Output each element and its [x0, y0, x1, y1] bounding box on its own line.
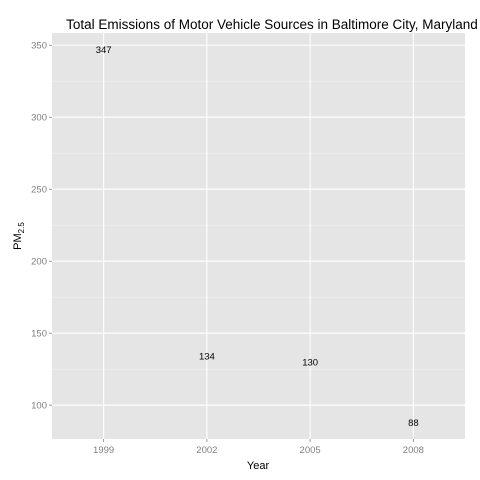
data-label: 134	[199, 352, 215, 363]
y-axis-ticks: 100 150 200 250 300 350	[31, 41, 52, 411]
y-tick-label: 100	[31, 400, 47, 411]
x-tick-label: 2008	[403, 445, 424, 456]
data-label: 88	[408, 418, 419, 429]
y-axis-title: PM2.5	[12, 222, 26, 250]
minor-gridlines	[52, 80, 465, 370]
chart-title: Total Emissions of Motor Vehicle Sources…	[66, 17, 478, 32]
x-axis-title: Year	[247, 460, 270, 472]
data-label: 347	[96, 45, 112, 56]
y-axis-title-subscript: 2.5	[17, 222, 26, 234]
y-tick-label: 300	[31, 113, 47, 124]
x-tick-label: 2002	[196, 445, 217, 456]
x-axis-ticks: 1999 2002 2005 2008	[93, 439, 424, 456]
x-tick-label: 2005	[300, 445, 321, 456]
y-tick-label: 150	[31, 328, 47, 339]
data-label: 130	[302, 357, 318, 368]
major-gridlines	[52, 33, 465, 439]
plot-panel	[52, 33, 465, 439]
y-tick-label: 200	[31, 256, 47, 267]
y-tick-label: 350	[31, 41, 47, 52]
y-axis-title-main: PM	[12, 233, 24, 250]
data-labels: 347 134 130 88	[96, 45, 419, 429]
y-tick-label: 250	[31, 185, 47, 196]
x-tick-label: 1999	[93, 445, 114, 456]
